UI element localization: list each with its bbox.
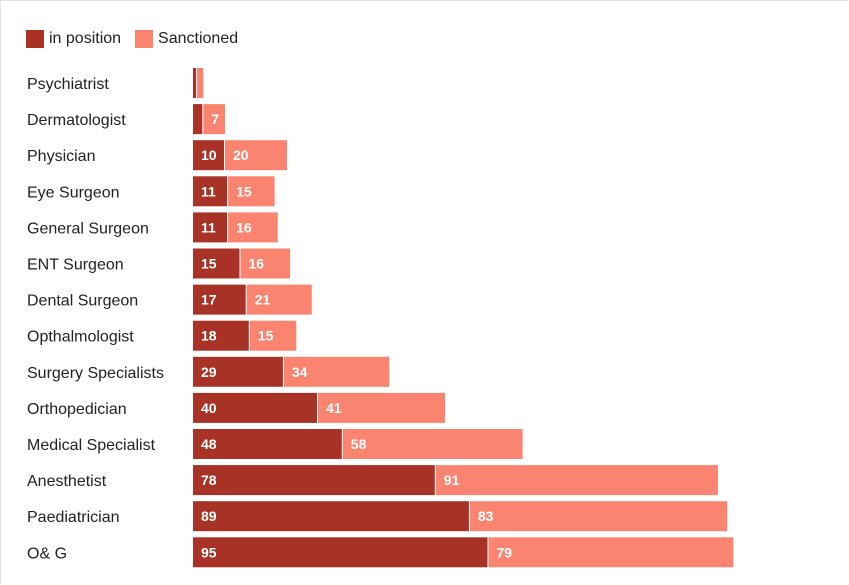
bar-label-sanctioned-dermatologist: 7 [211, 111, 219, 127]
bar-label-sanctioned-physician: 20 [233, 147, 249, 163]
legend-label-sanctioned: Sanctioned [158, 30, 239, 47]
bar-sanctioned-ent-surgeon[interactable] [240, 248, 291, 279]
bar-in-position-opthalmologist[interactable] [193, 320, 249, 351]
bar-in-position-surgery-specialists[interactable] [193, 356, 283, 387]
bar-in-position-physician[interactable] [193, 140, 224, 171]
category-label-physician: Physician [27, 148, 95, 165]
bar-label-in-position-opthalmologist: 18 [201, 328, 217, 344]
category-label-paediatrician: Paediatrician [27, 509, 120, 526]
bar-sanctioned-medical-specialist[interactable] [342, 429, 523, 459]
bar-sanctioned-o-g[interactable] [488, 537, 734, 568]
category-label-dermatologist: Dermatologist [27, 112, 126, 129]
bar-in-position-paediatrician[interactable] [193, 501, 469, 532]
category-label-orthopedician: Orthopedician [27, 401, 127, 418]
bar-label-sanctioned-ent-surgeon: 16 [249, 256, 265, 272]
category-label-medical-specialist: Medical Specialist [27, 437, 156, 454]
legend: in position Sanctioned [26, 29, 252, 49]
bar-in-position-dental-surgeon[interactable] [193, 284, 246, 315]
bar-in-position-orthopedician[interactable] [193, 392, 317, 423]
bar-label-sanctioned-general-surgeon: 16 [236, 219, 252, 235]
bar-label-sanctioned-medical-specialist: 58 [351, 436, 367, 452]
bar-label-sanctioned-opthalmologist: 15 [258, 328, 274, 344]
bar-sanctioned-paediatrician[interactable] [469, 501, 728, 532]
bar-sanctioned-anesthetist[interactable] [435, 465, 718, 496]
bar-label-in-position-paediatrician: 89 [201, 508, 217, 524]
category-label-eye-surgeon: Eye Surgeon [27, 184, 120, 201]
bar-in-position-general-surgeon[interactable] [193, 212, 228, 243]
bar-sanctioned-physician[interactable] [225, 140, 287, 171]
bar-label-in-position-eye-surgeon: 11 [201, 183, 216, 199]
category-label-dental-surgeon: Dental Surgeon [27, 293, 138, 310]
legend-swatch-in-position [26, 30, 44, 48]
bar-sanctioned-dermatologist[interactable] [203, 104, 225, 135]
bar-label-in-position-surgery-specialists: 29 [201, 364, 217, 380]
category-label-psychiatrist: Psychiatrist [27, 76, 109, 93]
bar-in-position-ent-surgeon[interactable] [193, 248, 240, 279]
bar-sanctioned-opthalmologist[interactable] [249, 320, 297, 351]
category-label-o-g: O& G [27, 545, 67, 562]
bar-label-in-position-orthopedician: 40 [201, 400, 217, 416]
category-label-general-surgeon: General Surgeon [27, 220, 149, 237]
bar-label-in-position-anesthetist: 78 [201, 472, 217, 488]
legend-label-in-position: in position [49, 30, 122, 47]
legend-swatch-sanctioned [135, 30, 154, 48]
bar-in-position-dermatologist[interactable] [193, 104, 203, 135]
legend-item-sanctioned[interactable]: Sanctioned [135, 30, 238, 48]
bar-label-sanctioned-eye-surgeon: 15 [236, 183, 252, 199]
bar-in-position-psychiatrist[interactable] [193, 68, 197, 98]
bar-in-position-anesthetist[interactable] [193, 465, 435, 496]
bar-sanctioned-psychiatrist[interactable] [197, 68, 204, 98]
bar-sanctioned-orthopedician[interactable] [318, 392, 446, 423]
category-label-anesthetist: Anesthetist [27, 473, 107, 490]
bar-label-in-position-medical-specialist: 48 [201, 436, 217, 452]
bar-label-in-position-dental-surgeon: 17 [201, 292, 217, 308]
category-label-surgery-specialists: Surgery Specialists [27, 365, 164, 382]
bar-label-sanctioned-anesthetist: 91 [444, 472, 460, 488]
bar-in-position-medical-specialist[interactable] [193, 429, 342, 459]
bar-label-sanctioned-surgery-specialists: 34 [292, 364, 308, 380]
bar-sanctioned-surgery-specialists[interactable] [283, 356, 390, 387]
bar-label-in-position-ent-surgeon: 15 [201, 256, 217, 272]
bar-in-position-eye-surgeon[interactable] [193, 176, 228, 207]
bar-label-in-position-general-surgeon: 11 [201, 219, 216, 235]
category-label-opthalmologist: Opthalmologist [27, 329, 134, 346]
bar-in-position-o-g[interactable] [193, 537, 488, 568]
bar-label-in-position-physician: 10 [201, 147, 217, 163]
bar-sanctioned-general-surgeon[interactable] [228, 212, 278, 243]
bar-label-sanctioned-dental-surgeon: 21 [255, 292, 271, 308]
bar-label-sanctioned-orthopedician: 41 [326, 400, 342, 416]
bar-sanctioned-eye-surgeon[interactable] [228, 176, 275, 207]
bar-label-sanctioned-paediatrician: 83 [478, 508, 494, 524]
category-label-ent-surgeon: ENT Surgeon [27, 257, 124, 274]
bar-sanctioned-dental-surgeon[interactable] [246, 284, 312, 315]
bar-label-sanctioned-o-g: 79 [497, 544, 513, 560]
legend-item-in-position[interactable]: in position [26, 30, 121, 48]
bar-label-in-position-o-g: 95 [201, 544, 217, 560]
